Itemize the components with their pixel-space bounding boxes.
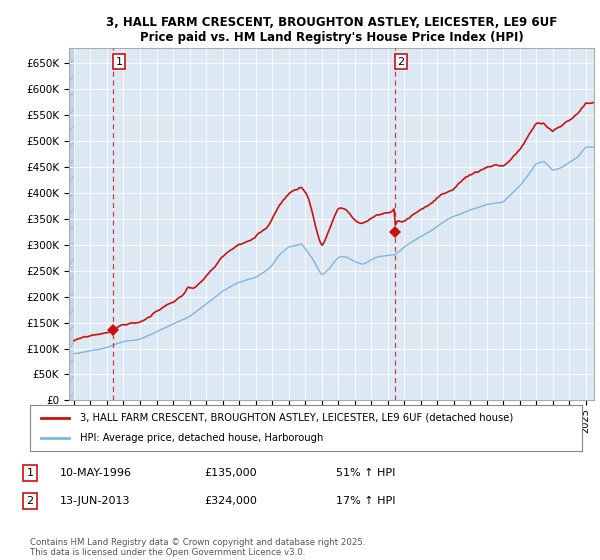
Text: 2: 2 [26,496,34,506]
Text: Contains HM Land Registry data © Crown copyright and database right 2025.
This d: Contains HM Land Registry data © Crown c… [30,538,365,557]
Text: 1: 1 [115,57,122,67]
Text: 13-JUN-2013: 13-JUN-2013 [60,496,131,506]
Text: £135,000: £135,000 [204,468,257,478]
Title: 3, HALL FARM CRESCENT, BROUGHTON ASTLEY, LEICESTER, LE9 6UF
Price paid vs. HM La: 3, HALL FARM CRESCENT, BROUGHTON ASTLEY,… [106,16,557,44]
Text: 10-MAY-1996: 10-MAY-1996 [60,468,132,478]
Text: 51% ↑ HPI: 51% ↑ HPI [336,468,395,478]
Text: 17% ↑ HPI: 17% ↑ HPI [336,496,395,506]
Text: 1: 1 [26,468,34,478]
Bar [69,48,74,400]
Text: 3, HALL FARM CRESCENT, BROUGHTON ASTLEY, LEICESTER, LE9 6UF (detached house): 3, HALL FARM CRESCENT, BROUGHTON ASTLEY,… [80,413,513,423]
Text: HPI: Average price, detached house, Harborough: HPI: Average price, detached house, Harb… [80,433,323,443]
Text: 2: 2 [397,57,404,67]
Text: £324,000: £324,000 [204,496,257,506]
